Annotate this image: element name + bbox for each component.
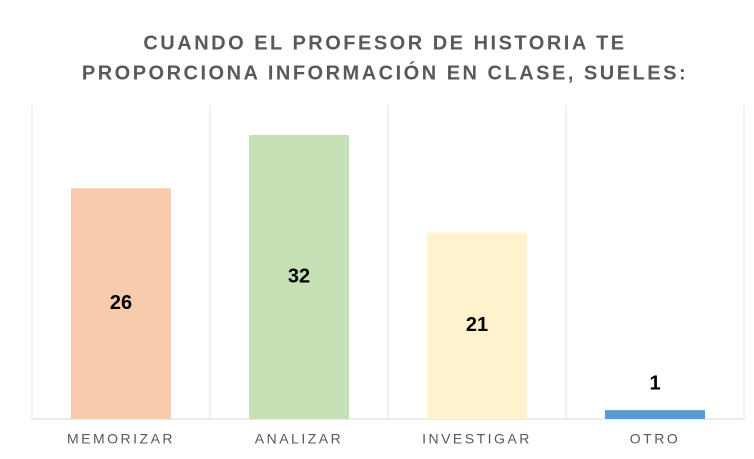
chart-title: CUANDO EL PROFESOR DE HISTORIA TE bbox=[143, 32, 626, 54]
x-tick-label: INVESTIGAR bbox=[422, 431, 532, 447]
bar bbox=[249, 135, 349, 419]
x-tick-label: OTRO bbox=[630, 431, 680, 447]
bar bbox=[427, 232, 527, 419]
bar bbox=[605, 410, 705, 419]
data-label: 32 bbox=[288, 265, 310, 287]
data-label: 21 bbox=[466, 314, 488, 336]
x-tick-label: ANALIZAR bbox=[255, 431, 343, 447]
data-label: 1 bbox=[649, 372, 660, 394]
data-label: 26 bbox=[110, 292, 132, 314]
bar bbox=[71, 188, 171, 419]
chart-title: PROPORCIONA INFORMACIÓN EN CLASE, SUELES… bbox=[82, 60, 688, 84]
x-tick-label: MEMORIZAR bbox=[67, 431, 175, 447]
